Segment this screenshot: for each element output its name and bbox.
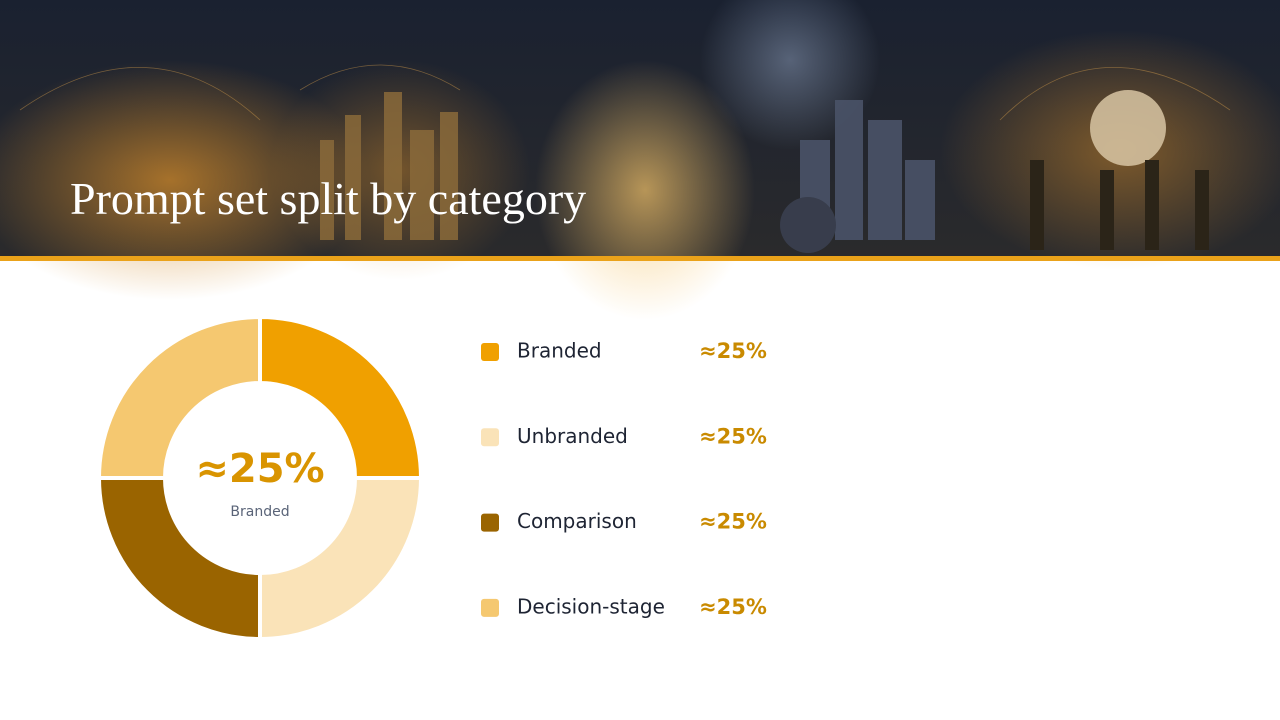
legend-swatch [481,428,499,447]
legend-label: Decision-stage [517,594,665,618]
donut-segment [96,476,262,642]
chart-title: Prompt set split by category [70,173,586,224]
donut-segment [96,314,262,480]
legend-value: ≈25% [699,595,767,619]
header-banner: Prompt set split by category [0,0,1280,320]
legend-value: ≈25% [699,510,767,534]
legend-value: ≈25% [699,339,767,363]
center-value: ≈25% [195,446,324,492]
legend-swatch [481,513,499,532]
legend-label: Branded [517,339,602,363]
legend-label: Comparison [517,509,637,533]
legend-label: Unbranded [517,424,628,448]
donut-segment [258,314,424,480]
center-label: Branded [230,504,289,520]
legend-swatch [481,598,499,617]
legend-value: ≈25% [699,424,767,448]
legend-swatch [481,343,499,361]
donut-segment [258,476,424,642]
